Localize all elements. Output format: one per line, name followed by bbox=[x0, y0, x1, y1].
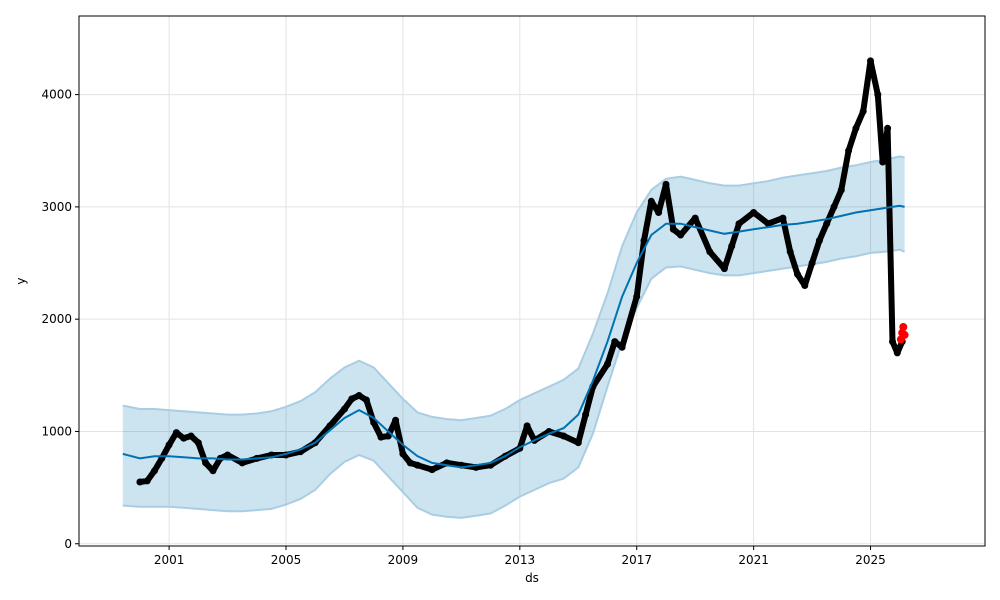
observed-point bbox=[618, 343, 626, 351]
observed-point bbox=[830, 203, 838, 211]
observed-point bbox=[611, 338, 619, 346]
observed-point bbox=[399, 450, 407, 458]
y-axis-label: y bbox=[14, 277, 28, 284]
forecast-path bbox=[122, 204, 905, 469]
observed-point bbox=[172, 429, 180, 437]
observed-point bbox=[523, 422, 531, 430]
x-axis-ticks: 2001 2005 2009 2013 2017 2021 2025 bbox=[154, 546, 886, 567]
observed-point bbox=[706, 248, 714, 256]
observed-point bbox=[377, 433, 385, 441]
observed-point bbox=[794, 270, 801, 278]
observed-point bbox=[151, 467, 158, 475]
observed-point bbox=[640, 237, 648, 245]
plot-frame bbox=[78, 15, 986, 547]
y-tick-label: 1000 bbox=[41, 424, 72, 438]
observed-point bbox=[845, 147, 853, 155]
observed-point bbox=[852, 124, 860, 132]
observed-point bbox=[194, 439, 202, 447]
observed-point bbox=[677, 231, 685, 239]
x-tick-label: 2025 bbox=[855, 553, 886, 567]
observed-point bbox=[224, 451, 232, 459]
observed-point bbox=[202, 459, 210, 467]
x-tick-label: 2009 bbox=[388, 553, 419, 567]
x-axis-label: ds bbox=[525, 571, 539, 585]
y-axis-ticks: 0 1000 2000 3000 4000 bbox=[41, 88, 79, 551]
observed-point bbox=[735, 220, 743, 228]
observed-point bbox=[859, 107, 867, 115]
x-tick-label: 2013 bbox=[505, 553, 536, 567]
observed-point bbox=[341, 405, 348, 413]
y-tick-label: 0 bbox=[64, 537, 72, 551]
observed-point bbox=[874, 91, 882, 99]
observed-point bbox=[348, 395, 356, 403]
observed-point bbox=[560, 432, 568, 440]
observed-point bbox=[691, 214, 699, 222]
observed-point bbox=[143, 477, 151, 485]
x-tick-label: 2005 bbox=[271, 553, 302, 567]
observed-point bbox=[582, 411, 590, 419]
x-tick-label: 2017 bbox=[621, 553, 652, 567]
observed-point bbox=[815, 237, 823, 245]
observed-point bbox=[209, 467, 217, 475]
anomaly-point bbox=[899, 323, 908, 331]
observed-point bbox=[414, 461, 421, 469]
observed-point bbox=[428, 466, 436, 474]
band-lower-edge bbox=[122, 248, 906, 519]
observed-point bbox=[392, 416, 400, 424]
y-tick-label: 2000 bbox=[41, 312, 72, 326]
observed-point bbox=[136, 478, 144, 486]
y-tick-label: 4000 bbox=[41, 88, 72, 102]
observed-point bbox=[669, 225, 677, 233]
observed-point bbox=[879, 158, 887, 166]
observed-point bbox=[801, 282, 809, 289]
observed-point bbox=[823, 220, 831, 228]
anomaly-point bbox=[900, 330, 909, 339]
observed-point bbox=[808, 259, 816, 267]
forecast-line bbox=[122, 204, 905, 469]
observed-point bbox=[779, 214, 787, 222]
observed-point bbox=[764, 220, 772, 228]
y-tick-label: 3000 bbox=[41, 200, 72, 214]
observed-point bbox=[647, 197, 655, 205]
observed-point bbox=[750, 209, 758, 216]
x-tick-label: 2001 bbox=[154, 553, 185, 567]
observed-point bbox=[728, 242, 736, 250]
observed-point bbox=[786, 248, 794, 256]
observed-point bbox=[187, 432, 195, 440]
observed-point bbox=[884, 124, 892, 132]
observed-point bbox=[355, 392, 363, 399]
observed-point bbox=[406, 459, 414, 467]
observed-point bbox=[633, 293, 641, 301]
anomaly-points bbox=[896, 323, 909, 344]
observed-points bbox=[136, 57, 906, 486]
observed-point bbox=[362, 396, 370, 404]
observed-point bbox=[889, 338, 896, 346]
x-tick-label: 2021 bbox=[738, 553, 769, 567]
observed-point bbox=[604, 360, 611, 368]
observed-point bbox=[867, 57, 874, 65]
observed-point bbox=[662, 180, 670, 188]
observed-point bbox=[655, 209, 663, 216]
observed-point bbox=[837, 186, 845, 194]
observed-point bbox=[720, 265, 728, 273]
band-upper-edge bbox=[122, 155, 905, 422]
observed-point bbox=[180, 434, 188, 442]
observed-point bbox=[165, 441, 173, 449]
observed-point bbox=[574, 439, 582, 447]
observed-point bbox=[238, 459, 246, 467]
observed-point bbox=[893, 349, 901, 357]
